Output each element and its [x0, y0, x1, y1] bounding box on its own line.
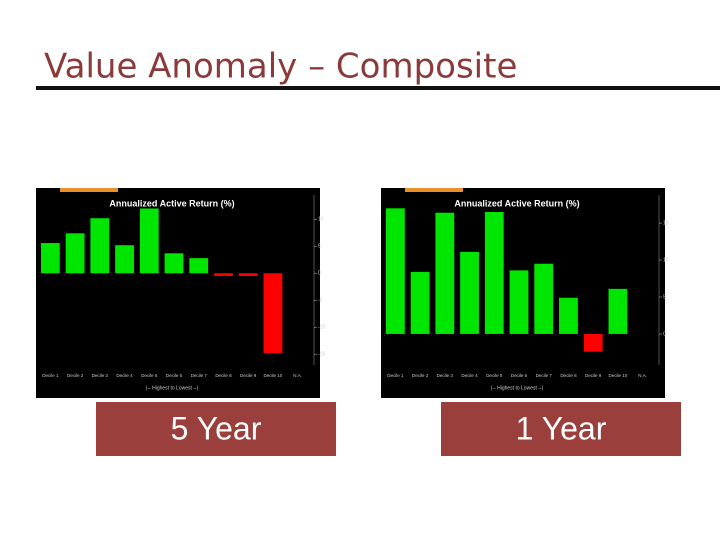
x-tick-label: Decile 4 [461, 373, 478, 378]
caption: 5 Year [171, 410, 262, 446]
x-tick-label: Decile 9 [585, 373, 602, 378]
x-tick-label: Decile 1 [387, 373, 404, 378]
bar [263, 273, 283, 354]
x-tick-label: Decile 9 [240, 373, 257, 378]
y-tick-label: -10 [318, 325, 325, 331]
x-tick-label: Decile 5 [141, 373, 158, 378]
bar [90, 218, 110, 274]
y-tick-label: 5 [318, 244, 321, 250]
y-tick-label: -5 [318, 298, 323, 304]
bar [189, 258, 209, 274]
y-tick-label: 15 [663, 220, 669, 226]
x-tick-label: Decile 7 [536, 373, 553, 378]
panel-tab [60, 188, 118, 192]
bar [484, 212, 504, 334]
x-tick-label: Decile 2 [412, 373, 429, 378]
bar [65, 233, 85, 274]
y-tick-label: 10 [318, 217, 324, 223]
y-tick-label: 0 [663, 331, 666, 337]
x-tick-label: Decile 1 [42, 373, 59, 378]
bar [115, 245, 134, 274]
bar [509, 270, 529, 334]
bar [139, 208, 159, 274]
chart-title: Annualized Active Return (%) [109, 198, 234, 208]
bar [410, 271, 430, 334]
bar [583, 333, 603, 352]
x-tick-label: Decile 6 [166, 373, 183, 378]
y-tick-label: -15 [318, 352, 325, 358]
y-tick-label: 5 [663, 294, 666, 300]
caption-box [96, 402, 336, 456]
panel-tab [405, 188, 463, 192]
x-tick-label: Decile 10 [609, 373, 628, 378]
x-tick-label: N.A. [293, 373, 302, 378]
bar [534, 263, 554, 334]
x-tick-label: Decile 3 [437, 373, 454, 378]
y-tick-label: 0 [318, 271, 321, 277]
x-tick-label: Decile 8 [215, 373, 232, 378]
slide-title: Value Anomaly – Composite [44, 47, 517, 87]
x-tick-label: N.A. [638, 373, 647, 378]
bar [385, 208, 405, 334]
x-tick-label: Decile 4 [116, 373, 133, 378]
x-tick-label: Decile 10 [264, 373, 283, 378]
chart-title: Annualized Active Return (%) [454, 198, 579, 208]
x-tick-label: Decile 3 [92, 373, 109, 378]
x-tick-label: Decile 7 [191, 373, 208, 378]
bar [214, 273, 233, 276]
bar [40, 243, 60, 274]
x-tick-label: Decile 6 [511, 373, 528, 378]
bar [435, 212, 455, 334]
x-tick-label: Decile 8 [560, 373, 577, 378]
bar [460, 251, 479, 334]
y-tick-label: 10 [663, 257, 669, 263]
x-tick-label: Decile 2 [67, 373, 84, 378]
bar [164, 253, 184, 274]
caption-box [441, 402, 681, 456]
x-tick-label: Decile 5 [486, 373, 503, 378]
x-axis-label: (-- Highest to Lowest --) [146, 385, 199, 391]
caption: 1 Year [516, 410, 607, 446]
x-axis-label: (-- Highest to Lowest --) [491, 385, 544, 391]
bar [608, 288, 628, 334]
bar [559, 297, 578, 334]
bar [238, 273, 258, 276]
title-rule [36, 86, 720, 90]
